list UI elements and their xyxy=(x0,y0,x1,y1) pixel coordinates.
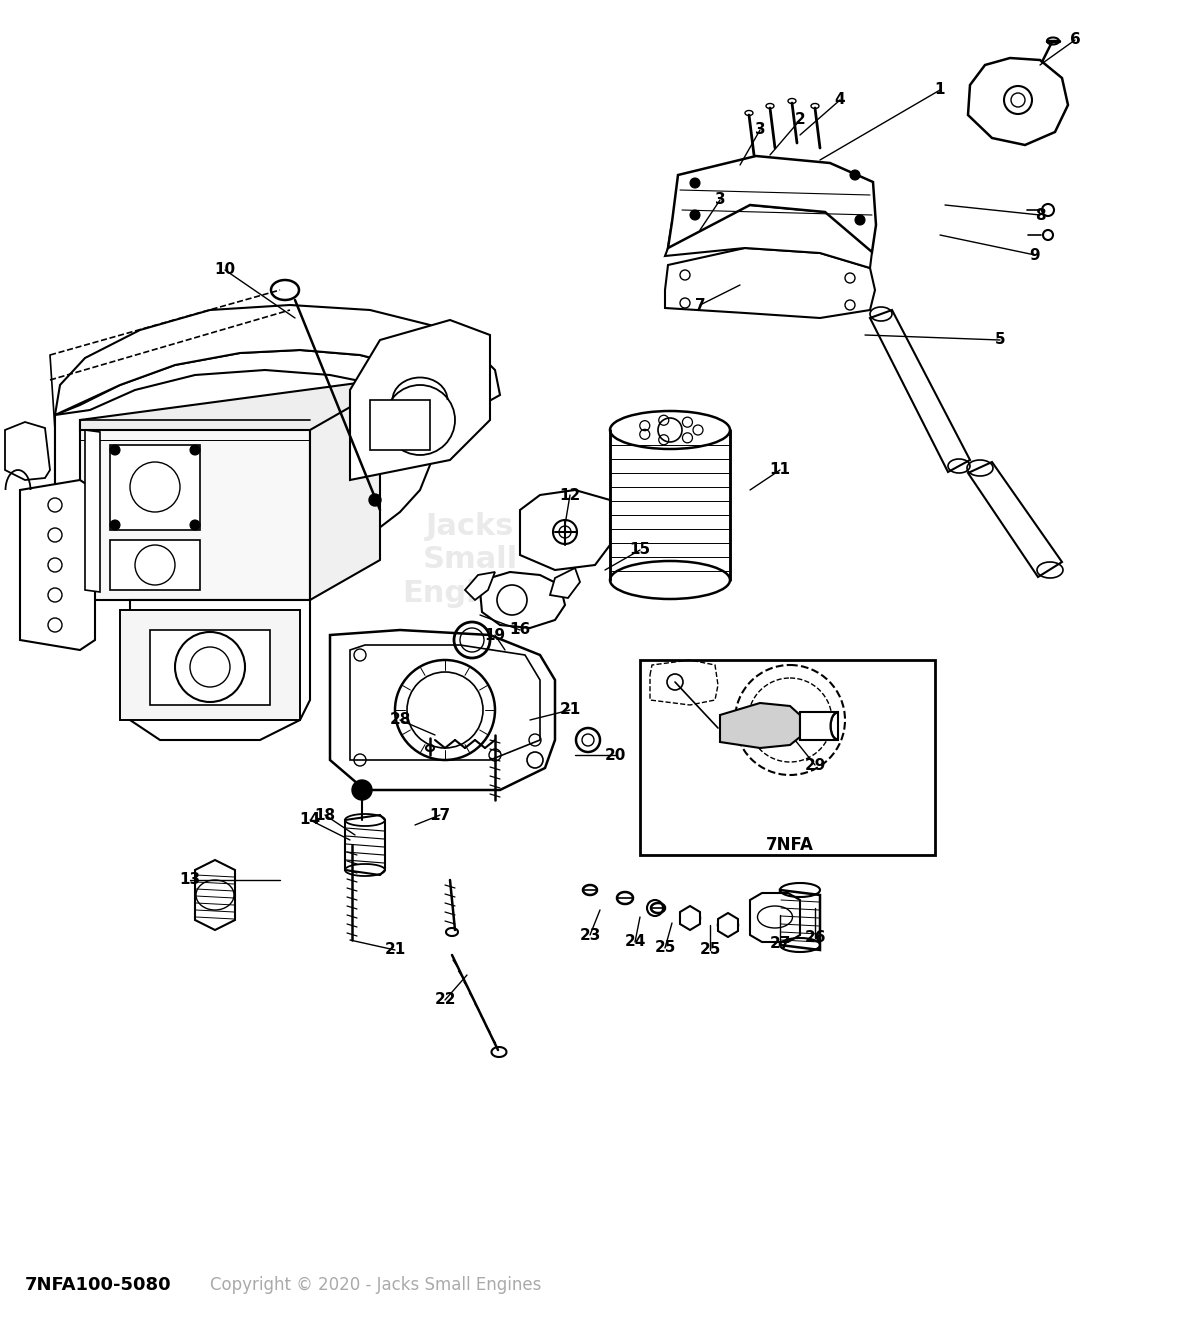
Text: 1: 1 xyxy=(935,83,945,97)
Polygon shape xyxy=(55,370,435,587)
Polygon shape xyxy=(20,481,95,650)
Circle shape xyxy=(690,210,700,220)
Text: 5: 5 xyxy=(995,332,1006,347)
Circle shape xyxy=(352,780,372,800)
Bar xyxy=(610,430,730,579)
Text: 3: 3 xyxy=(755,123,766,138)
Circle shape xyxy=(855,215,865,226)
Text: 7: 7 xyxy=(694,298,705,312)
Polygon shape xyxy=(150,630,270,705)
Text: 3: 3 xyxy=(715,192,725,207)
Polygon shape xyxy=(345,814,385,874)
Text: 26: 26 xyxy=(804,930,826,945)
Text: 2: 2 xyxy=(795,112,805,128)
Polygon shape xyxy=(85,430,100,591)
Text: 17: 17 xyxy=(429,808,451,822)
Polygon shape xyxy=(718,913,738,937)
Text: 23: 23 xyxy=(580,928,601,943)
Polygon shape xyxy=(668,156,876,252)
Text: 19: 19 xyxy=(484,627,506,642)
Text: 25: 25 xyxy=(654,940,675,956)
Text: 16: 16 xyxy=(509,622,531,638)
Text: 20: 20 xyxy=(605,748,625,762)
Text: 15: 15 xyxy=(630,542,650,558)
Polygon shape xyxy=(721,704,801,748)
Polygon shape xyxy=(55,304,500,421)
Polygon shape xyxy=(550,567,580,598)
Text: 7NFA: 7NFA xyxy=(766,836,814,854)
Circle shape xyxy=(690,178,700,188)
Polygon shape xyxy=(750,893,801,943)
Polygon shape xyxy=(665,248,874,318)
Circle shape xyxy=(395,659,495,760)
Bar xyxy=(639,659,935,854)
Polygon shape xyxy=(350,645,540,760)
Polygon shape xyxy=(130,599,310,740)
Polygon shape xyxy=(194,860,235,930)
Polygon shape xyxy=(330,630,555,790)
Polygon shape xyxy=(120,610,299,720)
Circle shape xyxy=(369,494,381,506)
Polygon shape xyxy=(55,350,455,578)
Text: 10: 10 xyxy=(215,263,235,278)
Text: 21: 21 xyxy=(384,943,406,957)
Polygon shape xyxy=(780,890,820,951)
Circle shape xyxy=(849,170,860,180)
Text: 21: 21 xyxy=(560,702,581,717)
Text: 9: 9 xyxy=(1030,247,1040,263)
Text: 12: 12 xyxy=(560,487,581,502)
Polygon shape xyxy=(520,490,610,570)
Text: 4: 4 xyxy=(835,92,846,108)
Text: 6: 6 xyxy=(1070,32,1081,48)
Polygon shape xyxy=(480,571,565,627)
Polygon shape xyxy=(801,712,837,740)
Polygon shape xyxy=(968,462,1062,577)
Polygon shape xyxy=(968,57,1068,146)
Text: Copyright © 2020 - Jacks Small Engines: Copyright © 2020 - Jacks Small Engines xyxy=(210,1276,542,1294)
Polygon shape xyxy=(80,421,310,599)
Polygon shape xyxy=(110,445,200,530)
Polygon shape xyxy=(80,380,381,430)
Polygon shape xyxy=(370,400,429,450)
Text: 7NFA100-5080: 7NFA100-5080 xyxy=(25,1276,172,1294)
Polygon shape xyxy=(110,539,200,590)
Text: 14: 14 xyxy=(299,813,321,828)
Text: 8: 8 xyxy=(1034,207,1045,223)
Polygon shape xyxy=(465,571,495,599)
Circle shape xyxy=(110,521,120,530)
Text: 27: 27 xyxy=(769,936,791,951)
Circle shape xyxy=(190,521,200,530)
Circle shape xyxy=(110,445,120,455)
Text: 29: 29 xyxy=(804,757,826,773)
Circle shape xyxy=(190,445,200,455)
Text: Jacks
Small
Engines: Jacks Small Engines xyxy=(402,511,538,609)
Text: 13: 13 xyxy=(179,873,200,888)
Polygon shape xyxy=(870,310,970,473)
Text: 28: 28 xyxy=(389,713,410,728)
Circle shape xyxy=(175,631,245,702)
Text: 25: 25 xyxy=(699,943,721,957)
Polygon shape xyxy=(310,380,381,599)
Polygon shape xyxy=(350,320,490,481)
Text: 22: 22 xyxy=(434,992,456,1008)
Polygon shape xyxy=(680,906,700,930)
Polygon shape xyxy=(665,206,872,268)
Text: 18: 18 xyxy=(315,808,335,822)
Text: 24: 24 xyxy=(624,934,645,949)
Text: 11: 11 xyxy=(769,462,791,478)
